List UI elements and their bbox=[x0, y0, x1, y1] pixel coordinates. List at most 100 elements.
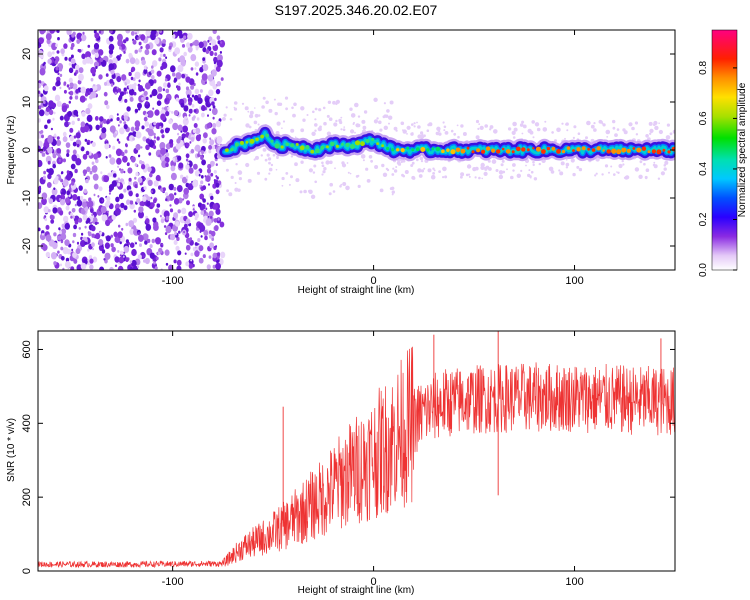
noise-blob bbox=[41, 152, 46, 157]
noise-blob bbox=[105, 219, 111, 227]
band-halo bbox=[382, 115, 386, 119]
noise-blob bbox=[190, 67, 194, 71]
noise-blob bbox=[57, 72, 60, 76]
noise-blob bbox=[215, 88, 221, 95]
band-halo bbox=[329, 160, 333, 165]
noise-blob bbox=[73, 72, 77, 76]
noise-blob bbox=[74, 203, 77, 207]
noise-blob bbox=[114, 264, 118, 268]
noise-blob bbox=[71, 154, 77, 162]
noise-blob bbox=[68, 100, 72, 104]
noise-blob bbox=[38, 105, 42, 110]
noise-blob bbox=[185, 175, 189, 179]
band-halo bbox=[638, 174, 643, 179]
noise-blob bbox=[176, 85, 181, 91]
noise-blob bbox=[146, 201, 151, 207]
noise-blob bbox=[135, 171, 139, 177]
signal-hotspot bbox=[641, 146, 647, 151]
noise-blob bbox=[70, 266, 75, 270]
signal-hotspot bbox=[466, 146, 470, 150]
band-halo bbox=[415, 158, 419, 162]
band-halo bbox=[349, 107, 353, 111]
band-halo bbox=[350, 129, 355, 134]
band-halo bbox=[576, 165, 580, 169]
band-halo bbox=[272, 153, 276, 157]
band-halo bbox=[621, 159, 624, 163]
noise-blob bbox=[45, 251, 51, 258]
band-halo bbox=[314, 180, 318, 184]
band-halo bbox=[233, 107, 238, 111]
band-halo bbox=[312, 171, 316, 174]
noise-blob bbox=[158, 57, 162, 62]
noise-blob bbox=[113, 231, 118, 238]
band-halo bbox=[521, 120, 525, 124]
band-halo bbox=[663, 167, 667, 171]
noise-blob bbox=[187, 32, 193, 40]
noise-blob bbox=[62, 131, 67, 137]
band-halo bbox=[532, 160, 535, 164]
noise-blob bbox=[106, 104, 110, 110]
signal-hotspot bbox=[345, 142, 350, 147]
noise-blob bbox=[108, 154, 112, 158]
noise-blob bbox=[82, 31, 85, 35]
band-halo bbox=[340, 183, 343, 186]
band-halo bbox=[536, 127, 541, 132]
noise-blob bbox=[131, 259, 137, 267]
noise-blob bbox=[212, 122, 217, 129]
band-halo bbox=[488, 167, 492, 171]
band-halo bbox=[532, 136, 535, 139]
noise-blob bbox=[165, 111, 170, 117]
band-halo bbox=[284, 96, 289, 100]
noise-blob bbox=[180, 37, 185, 43]
noise-blob bbox=[175, 97, 179, 102]
noise-blob bbox=[208, 36, 213, 42]
signal-hotspot bbox=[420, 147, 426, 152]
noise-blob bbox=[168, 110, 171, 113]
band-halo bbox=[382, 172, 388, 177]
noise-blob bbox=[42, 146, 47, 152]
noise-blob bbox=[156, 94, 161, 100]
noise-blob bbox=[202, 254, 206, 259]
noise-blob bbox=[215, 65, 221, 72]
noise-blob bbox=[66, 153, 70, 157]
noise-blob bbox=[117, 88, 122, 93]
signal-hotspot bbox=[255, 137, 259, 142]
band-halo bbox=[347, 171, 350, 174]
noise-blob bbox=[155, 256, 159, 261]
noise-blob bbox=[164, 249, 170, 256]
band-halo bbox=[329, 182, 334, 187]
noise-blob bbox=[177, 64, 184, 73]
noise-blob bbox=[91, 242, 95, 248]
band-halo bbox=[512, 136, 516, 139]
noise-blob bbox=[174, 47, 181, 55]
noise-blob bbox=[38, 159, 43, 168]
noise-blob bbox=[194, 88, 200, 95]
noise-blob bbox=[101, 249, 106, 254]
noise-blob bbox=[183, 35, 187, 40]
noise-blob bbox=[73, 135, 77, 139]
band-halo bbox=[529, 175, 532, 178]
noise-blob bbox=[174, 192, 177, 196]
noise-blob bbox=[77, 79, 82, 85]
band-halo bbox=[502, 170, 506, 174]
noise-blob bbox=[77, 196, 81, 201]
noise-blob bbox=[80, 86, 86, 94]
noise-blob bbox=[199, 89, 203, 93]
noise-blob bbox=[169, 208, 174, 213]
noise-blob bbox=[193, 94, 199, 101]
y-tick-label: 20 bbox=[21, 48, 33, 60]
noise-blob bbox=[137, 177, 143, 184]
noise-blob bbox=[185, 76, 191, 83]
noise-blob bbox=[79, 195, 84, 201]
noise-blob bbox=[185, 218, 191, 225]
signal-hotspot bbox=[230, 147, 234, 152]
signal-hotspot bbox=[460, 148, 466, 154]
band-halo bbox=[565, 166, 569, 169]
band-halo bbox=[561, 122, 564, 125]
noise-blob bbox=[153, 121, 157, 126]
noise-blob bbox=[168, 45, 172, 50]
band-halo bbox=[257, 123, 260, 126]
noise-blob bbox=[169, 233, 176, 241]
band-halo bbox=[622, 128, 626, 132]
signal-hotspot bbox=[280, 145, 284, 149]
